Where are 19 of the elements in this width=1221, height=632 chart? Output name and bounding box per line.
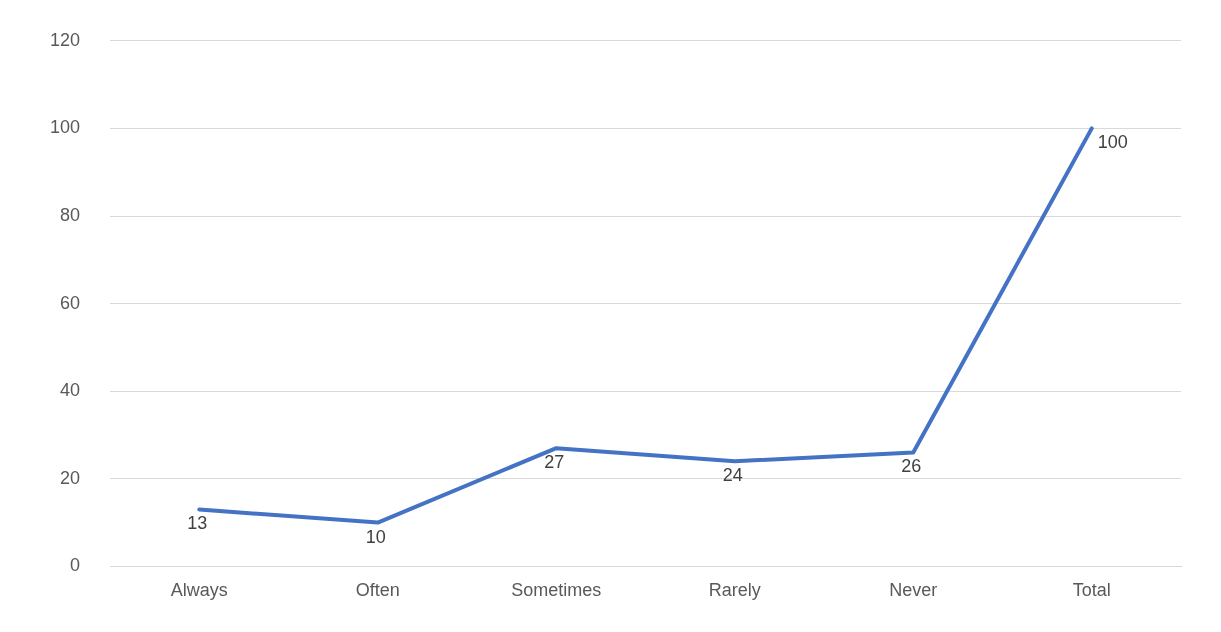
y-tick-label: 0 (70, 555, 81, 576)
data-label: 24 (722, 465, 743, 486)
y-tick-label: 20 (60, 467, 81, 488)
data-label: 26 (901, 456, 922, 477)
y-tick-label: 100 (49, 117, 81, 138)
data-label: 13 (187, 513, 208, 534)
data-label: 100 (1097, 132, 1128, 153)
data-label: 10 (365, 526, 386, 547)
x-tick-label: Rarely (708, 580, 761, 601)
y-tick-label: 80 (60, 204, 81, 225)
y-tick-label: 40 (60, 380, 81, 401)
x-tick-label: Sometimes (511, 580, 602, 601)
x-tick-label: Never (889, 580, 938, 601)
y-tick-label: 120 (49, 29, 81, 50)
y-tick-label: 60 (60, 292, 81, 313)
x-tick-label: Often (355, 580, 400, 601)
x-tick-label: Total (1072, 580, 1111, 601)
x-tick-label: Always (170, 580, 228, 601)
data-label: 27 (544, 452, 565, 473)
